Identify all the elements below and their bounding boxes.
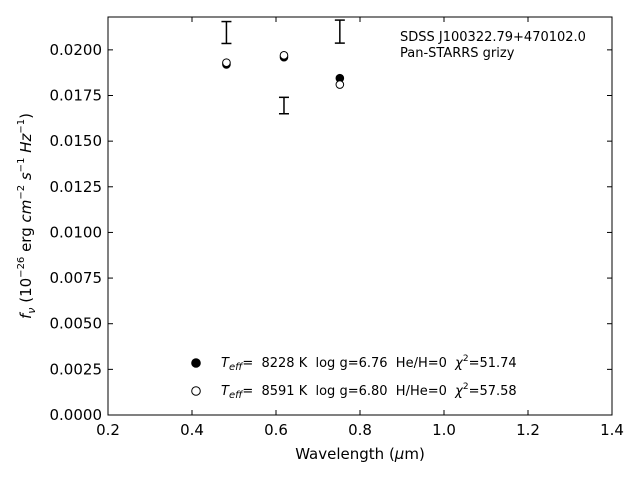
y-tick-label: 0.0150: [50, 132, 103, 150]
y-tick-label: 0.0000: [50, 406, 103, 424]
y-tick-label: 0.0025: [50, 360, 103, 378]
legend-label-model-2: Teff= 8591 K log g=6.80 H/He=0 χ2=57.58: [221, 382, 517, 401]
y-axis-label: fν (10−26 erg cm−2 s−1 Hz−1): [16, 113, 38, 319]
x-tick-label: 0.4: [180, 421, 204, 439]
legend-marker-filled: [191, 358, 201, 368]
plot-frame: [107, 16, 613, 416]
y-tick-label: 0.0100: [50, 223, 103, 241]
y-tick-label: 0.0175: [50, 87, 103, 105]
x-tick-label: 0.6: [264, 421, 288, 439]
y-tick-label: 0.0075: [50, 269, 103, 287]
x-tick-label: 0.8: [348, 421, 372, 439]
y-tick-label: 0.0050: [50, 315, 103, 333]
y-tick-label: 0.0125: [50, 178, 103, 196]
object-name-annotation: SDSS J100322.79+470102.0: [400, 30, 586, 45]
x-tick-label: 1.0: [432, 421, 456, 439]
legend-label-model-1: Teff= 8228 K log g=6.76 He/H=0 χ2=51.74: [221, 354, 517, 373]
survey-annotation: Pan-STARRS grizy: [400, 46, 515, 61]
x-axis-label: Wavelength (μm): [295, 445, 425, 463]
x-tick-label: 1.2: [516, 421, 540, 439]
legend-marker-open: [191, 386, 201, 396]
x-tick-label: 0.2: [96, 421, 120, 439]
model-point-open: [335, 80, 345, 89]
model-point-open: [279, 51, 289, 60]
legend: Teff= 8228 K log g=6.76 He/H=0 χ2=51.74 …: [191, 354, 517, 401]
model-point-open: [222, 58, 231, 67]
x-tick-label: 1.4: [600, 421, 624, 439]
plot-layer: 0.2 0.4 0.6 0.8 1.0 1.2 1.4 0.0000 0.0025 0.0050 0…: [50, 16, 624, 439]
y-tick-label: 0.0200: [50, 41, 103, 59]
